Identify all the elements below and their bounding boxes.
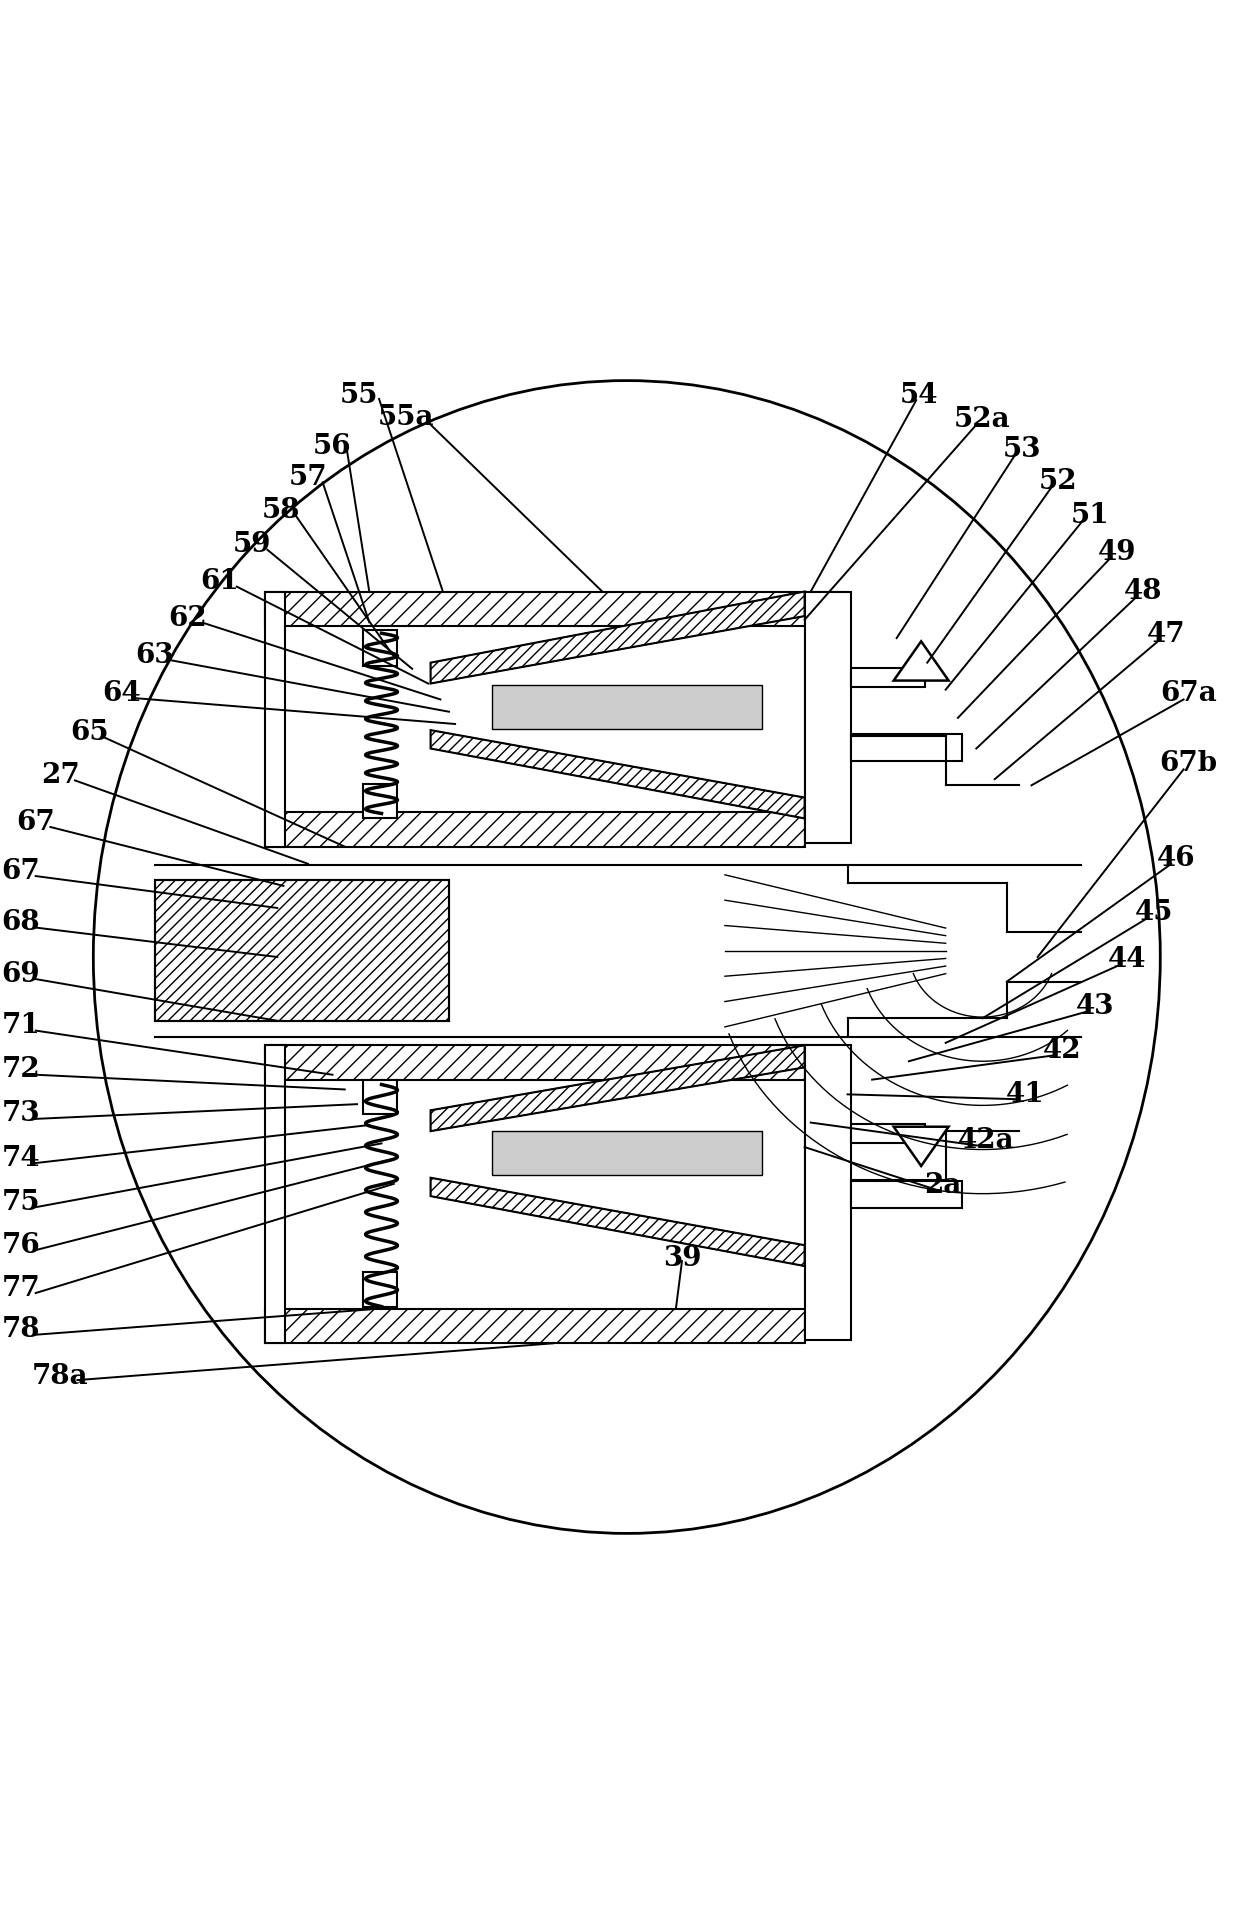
- Text: 71: 71: [1, 1013, 41, 1039]
- Bar: [363, 630, 398, 666]
- Bar: [851, 1124, 925, 1143]
- Text: 52: 52: [1039, 467, 1078, 494]
- Text: 59: 59: [232, 532, 270, 559]
- Bar: [265, 1045, 805, 1079]
- Text: 53: 53: [1002, 436, 1040, 463]
- Bar: [265, 591, 285, 846]
- Text: 77: 77: [1, 1275, 41, 1302]
- Polygon shape: [430, 591, 805, 683]
- Polygon shape: [894, 641, 949, 681]
- Text: 69: 69: [1, 961, 40, 988]
- Bar: [265, 591, 805, 626]
- Text: 51: 51: [1071, 501, 1110, 528]
- Text: 55: 55: [340, 381, 378, 410]
- Text: 78: 78: [1, 1317, 40, 1344]
- Text: 44: 44: [1107, 946, 1147, 972]
- Text: 64: 64: [102, 679, 141, 706]
- Text: 42a: 42a: [957, 1127, 1014, 1154]
- Bar: [363, 1079, 398, 1114]
- Bar: [492, 1131, 761, 1175]
- Text: 49: 49: [1099, 538, 1137, 567]
- Text: 63: 63: [135, 641, 174, 668]
- Bar: [851, 733, 961, 760]
- Text: 61: 61: [201, 568, 239, 595]
- Bar: [155, 880, 449, 1020]
- Bar: [851, 1181, 961, 1208]
- Text: 48: 48: [1123, 578, 1162, 605]
- Text: 67: 67: [1, 857, 41, 884]
- Text: 65: 65: [71, 720, 109, 746]
- Bar: [492, 685, 761, 729]
- Bar: [155, 880, 449, 1020]
- Text: 54: 54: [899, 381, 937, 410]
- Bar: [805, 591, 851, 842]
- Text: 72: 72: [1, 1057, 41, 1083]
- Text: 62: 62: [169, 605, 207, 632]
- Text: 57: 57: [289, 463, 327, 492]
- Text: 58: 58: [262, 498, 300, 524]
- Polygon shape: [430, 1177, 805, 1265]
- Bar: [805, 1045, 851, 1340]
- Polygon shape: [430, 1045, 805, 1131]
- Bar: [363, 1273, 398, 1307]
- Text: 76: 76: [1, 1233, 41, 1259]
- Text: 2a: 2a: [925, 1171, 962, 1198]
- Text: 45: 45: [1135, 900, 1173, 926]
- Text: 46: 46: [1157, 846, 1195, 873]
- Bar: [805, 591, 844, 840]
- Bar: [265, 1045, 285, 1344]
- Text: 39: 39: [662, 1246, 702, 1273]
- Text: 55a: 55a: [378, 404, 434, 431]
- Text: 74: 74: [1, 1145, 40, 1171]
- Bar: [265, 812, 805, 846]
- Text: 67: 67: [16, 808, 55, 836]
- Text: 67a: 67a: [1161, 679, 1216, 706]
- Bar: [851, 668, 925, 687]
- Polygon shape: [894, 1127, 949, 1166]
- Text: 27: 27: [41, 762, 79, 789]
- Text: 42: 42: [1043, 1037, 1081, 1064]
- Text: 47: 47: [1147, 620, 1185, 649]
- Bar: [265, 1309, 805, 1344]
- Text: 56: 56: [314, 433, 352, 461]
- Text: 43: 43: [1076, 993, 1115, 1020]
- Text: 78a: 78a: [32, 1363, 88, 1390]
- Bar: [363, 785, 398, 819]
- Bar: [805, 1045, 844, 1338]
- Polygon shape: [430, 729, 805, 819]
- Text: 73: 73: [1, 1101, 40, 1127]
- Text: 75: 75: [1, 1189, 40, 1215]
- Text: 67b: 67b: [1159, 750, 1218, 777]
- Text: 52a: 52a: [954, 406, 1011, 433]
- Text: 41: 41: [1006, 1081, 1044, 1108]
- Text: 68: 68: [1, 909, 40, 936]
